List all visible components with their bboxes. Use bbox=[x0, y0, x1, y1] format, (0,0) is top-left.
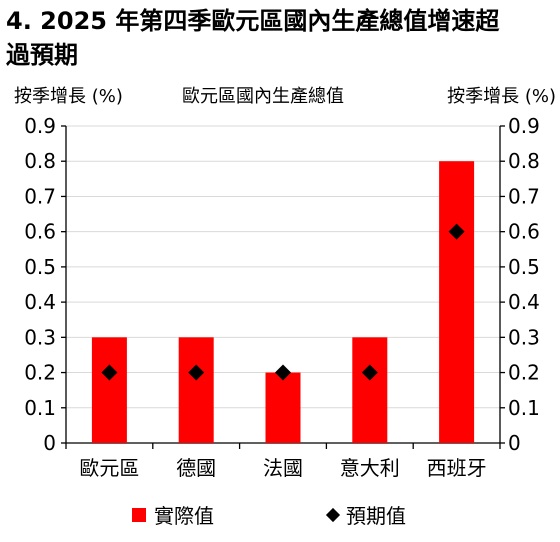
bar-actual bbox=[352, 337, 388, 443]
y-tick-label-left: 0.3 bbox=[24, 325, 56, 349]
y-tick-label-left: 0.1 bbox=[24, 396, 56, 420]
x-category-label: 意大利 bbox=[340, 456, 400, 480]
legend-bar-swatch bbox=[132, 507, 146, 522]
chart-title-block: 4. 2025 年第四季歐元區國內生產總值增速超 過預期 bbox=[6, 4, 554, 72]
chart-title-line2: 過預期 bbox=[6, 41, 78, 69]
plot-title: 歐元區國內生產總值 bbox=[182, 86, 344, 107]
y-tick-label-right: 0.1 bbox=[508, 396, 540, 420]
y-axis-left-label: 按季增長 (%) bbox=[14, 86, 123, 107]
y-tick-label-right: 0.9 bbox=[508, 114, 540, 138]
legend-label-actual: 實際值 bbox=[154, 504, 214, 528]
y-tick-label-right: 0.7 bbox=[508, 184, 540, 208]
bar-actual bbox=[178, 337, 214, 443]
y-tick-label-left: 0.9 bbox=[24, 114, 56, 138]
y-tick-label-right: 0.5 bbox=[508, 255, 540, 279]
x-category-label: 德國 bbox=[176, 456, 216, 480]
y-tick-label-left: 0.7 bbox=[24, 184, 56, 208]
y-tick-label-left: 0.4 bbox=[24, 290, 56, 314]
bar-actual bbox=[265, 372, 301, 443]
marker-expected bbox=[275, 364, 291, 381]
legend-label-expected: 預期值 bbox=[346, 504, 406, 528]
y-tick-label-right: 0 bbox=[508, 431, 521, 455]
y-tick-label-left: 0.2 bbox=[24, 361, 56, 385]
y-tick-label-left: 0.8 bbox=[24, 149, 56, 173]
legend-item-actual: 實際值 bbox=[132, 500, 214, 529]
marker-expected bbox=[101, 364, 118, 381]
y-tick-label-left: 0 bbox=[43, 431, 56, 455]
y-tick-label-right: 0.4 bbox=[508, 290, 540, 314]
bar-actual bbox=[91, 337, 127, 443]
y-tick-label-right: 0.2 bbox=[508, 361, 540, 385]
legend-item-expected: 預期值 bbox=[325, 500, 406, 529]
chart-title-line1: 4. 2025 年第四季歐元區國內生產總值增速超 bbox=[6, 7, 500, 35]
legend-diamond-swatch bbox=[325, 507, 341, 522]
marker-expected bbox=[361, 364, 378, 381]
marker-expected bbox=[448, 223, 465, 240]
marker-expected bbox=[188, 364, 205, 381]
y-tick-label-right: 0.6 bbox=[508, 220, 540, 244]
x-category-label: 歐元區 bbox=[79, 456, 139, 480]
bar-actual bbox=[439, 161, 475, 443]
x-category-label: 法國 bbox=[263, 456, 303, 480]
y-tick-label-right: 0.8 bbox=[508, 149, 540, 173]
y-tick-label-right: 0.3 bbox=[508, 325, 540, 349]
x-category-label: 西班牙 bbox=[427, 456, 487, 480]
y-tick-label-left: 0.6 bbox=[24, 220, 56, 244]
y-axis-right-label: 按季增長 (%) bbox=[447, 86, 556, 107]
y-tick-label-left: 0.5 bbox=[24, 255, 56, 279]
